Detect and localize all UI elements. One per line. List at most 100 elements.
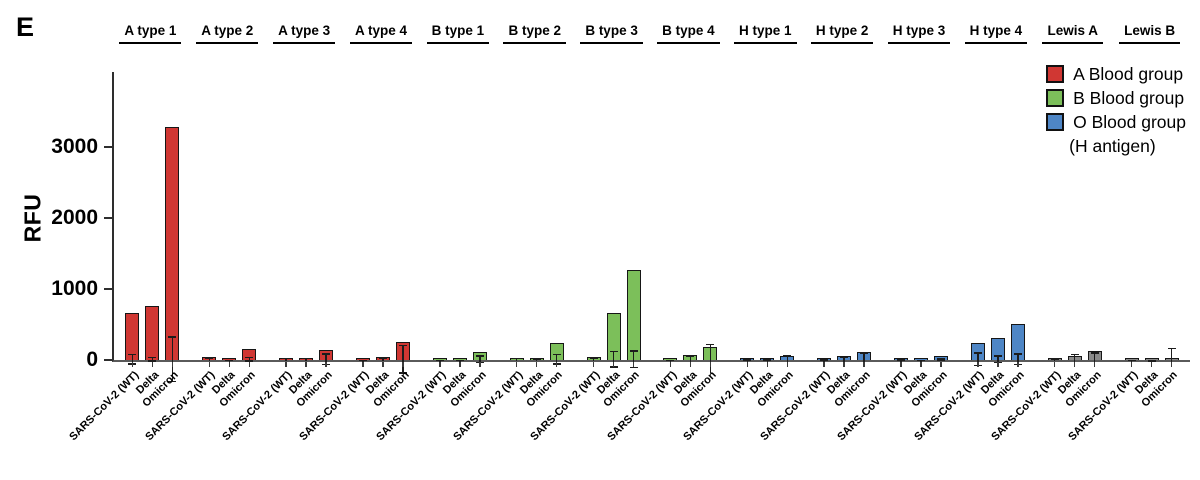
error-bar-cap-bottom (245, 360, 254, 362)
error-bar-cap-top (973, 352, 982, 354)
error-bar-cap-top (128, 353, 137, 356)
bar (242, 348, 257, 360)
bar (452, 358, 467, 360)
error-bar-cap-top (686, 355, 695, 357)
x-tick-mark (920, 362, 922, 367)
group-header-cell: A type 3 (266, 22, 343, 44)
bar (606, 313, 621, 360)
x-tick-mark (766, 362, 769, 367)
x-tick-mark (632, 362, 635, 367)
x-tick-mark (592, 362, 595, 367)
error-bar (402, 346, 404, 374)
y-tick-mark (104, 359, 113, 361)
x-tick-mark (439, 362, 441, 367)
bar-slot: Omicron (525, 343, 565, 409)
bar-group: SARS-CoV-2 (WT) Delta Omicron (912, 72, 1036, 443)
error-bar (900, 360, 902, 362)
x-tick-mark (248, 362, 251, 367)
group-header-cell: Lewis B (1111, 22, 1188, 44)
bar-slot: SARS-CoV-2 (WT) (297, 358, 371, 443)
error-bar-cap-top (552, 353, 561, 356)
x-tick-mark (940, 362, 942, 367)
bar (740, 358, 755, 360)
error-bar-cap-top (1167, 347, 1176, 350)
legend-row: A Blood group (1046, 64, 1186, 84)
bar-slot: Omicron (448, 352, 488, 409)
error-bar (171, 337, 174, 383)
error-bar-cap-top (379, 357, 387, 359)
bar-slot: Delta (441, 358, 468, 397)
error-bar (689, 356, 692, 364)
error-bar-cap-top (840, 356, 849, 359)
error-bar-cap-top (225, 359, 234, 362)
group-header-label: H type 3 (887, 23, 951, 44)
y-tick-label: 3000 (51, 134, 98, 158)
error-bar-cap-top (897, 359, 906, 361)
error-bar-cap-top (532, 358, 541, 360)
error-bar (920, 361, 922, 362)
bar-slot: Omicron (755, 354, 796, 409)
y-tick-label: 2000 (51, 205, 98, 229)
group-header-cell: Lewis A (1034, 22, 1111, 44)
legend-label: O Blood group (1073, 111, 1186, 132)
bar (894, 358, 909, 360)
group-header-cell: A type 4 (343, 22, 420, 44)
error-bar (977, 353, 979, 367)
error-bar-cap-top (917, 359, 926, 362)
bar (432, 358, 447, 360)
error-bar-cap-top (743, 359, 752, 361)
bar (1124, 358, 1139, 360)
bar (125, 313, 140, 360)
error-bar (997, 356, 999, 364)
x-tick-mark (208, 362, 211, 367)
x-tick-mark (900, 362, 902, 367)
error-bar-cap-top (512, 357, 521, 360)
group-header-cell: B type 4 (650, 22, 727, 44)
group-header-label: B type 1 (426, 23, 490, 44)
group-header-cell: B type 3 (573, 22, 650, 44)
bar-slot: Omicron (986, 324, 1026, 409)
bar-slot: Omicron (832, 351, 873, 409)
bar (663, 358, 678, 360)
bar (817, 358, 832, 360)
bar-slot: Delta (671, 355, 699, 397)
error-bar-cap-top (322, 353, 331, 355)
bar-slot: Omicron (217, 348, 258, 409)
group-header-cell: H type 1 (727, 22, 804, 44)
x-tick-mark (1170, 362, 1173, 367)
x-tick-mark (171, 362, 174, 367)
error-bar-cap-top (399, 344, 407, 347)
bar-group: SARS-CoV-2 (WT) Delta Omicron (297, 72, 422, 443)
legend-row: (H antigen) (1046, 136, 1186, 156)
bar (990, 337, 1005, 360)
bar-slot: Omicron (602, 269, 642, 409)
error-bar-cap-top (148, 356, 157, 359)
bar (914, 358, 929, 360)
bar-slot: Delta (210, 358, 238, 397)
error-bar (151, 358, 154, 362)
bar-slot: Delta (595, 313, 622, 397)
x-tick-mark (555, 362, 558, 367)
bar (222, 358, 237, 360)
bar-group: SARS-CoV-2 (WT) Delta Omicron (144, 72, 268, 443)
x-tick-mark (362, 362, 364, 367)
bar (760, 358, 775, 360)
bar-group: SARS-CoV-2 (WT) Delta Omicron (451, 72, 575, 443)
error-bar-cap-top (993, 355, 1002, 357)
y-tick-mark (104, 145, 113, 148)
group-header-label: A type 2 (196, 23, 259, 44)
group-header-label: B type 2 (503, 23, 566, 44)
x-tick-mark (823, 362, 825, 367)
group-header-cell: A type 2 (189, 22, 266, 44)
error-bar-cap-top (666, 359, 675, 361)
error-bar (131, 355, 134, 365)
x-tick-mark (325, 362, 327, 367)
error-bar (843, 358, 845, 362)
x-tick-mark (997, 362, 999, 367)
error-bar-cap-top (1013, 353, 1022, 355)
error-bar (228, 361, 231, 362)
bar-slot: Omicron (1063, 351, 1103, 409)
bar-slot: SARS-CoV-2 (WT) (758, 358, 833, 443)
error-bar-cap-top (1127, 359, 1136, 362)
x-tick-mark (305, 362, 307, 367)
